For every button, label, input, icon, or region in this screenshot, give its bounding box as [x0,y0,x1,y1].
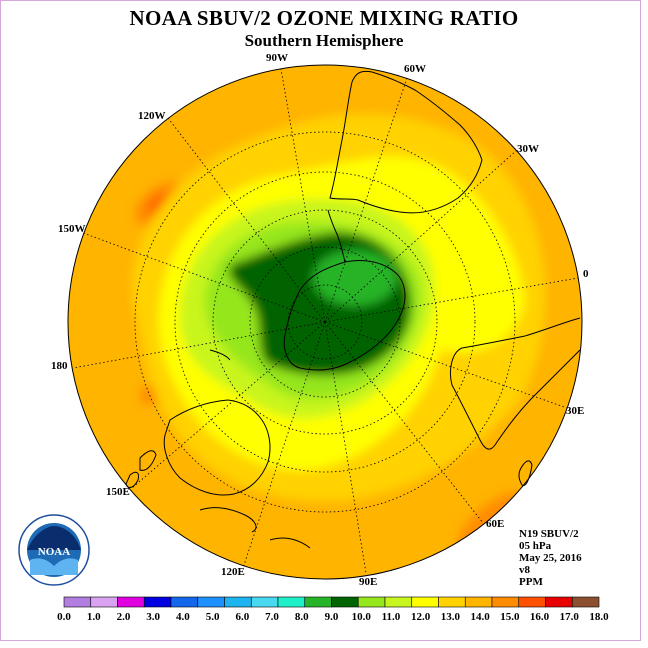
colorbar-swatch [357,596,386,608]
colorbar-tick-label: 5.0 [206,611,220,623]
noaa-logo: NOAA [18,514,90,586]
lon-label-30w: 30W [517,143,539,155]
lon-label-90e: 90E [359,576,378,588]
satellite-label: N19 SBUV/2 [519,528,579,540]
colorbar-swatch [411,596,439,608]
colorbar-swatch [63,596,92,608]
colorbar-tick-label: 17.0 [560,611,580,623]
map-title: NOAA SBUV/2 OZONE MIXING RATIO [129,6,519,30]
map-boundary [67,64,583,580]
lon-label-120w: 120W [138,110,166,122]
lon-label-60e: 60E [486,518,505,530]
lon-label-150e: 150E [106,486,130,498]
colorbar-swatch [384,596,413,608]
colorbar-tick-label: 3.0 [146,611,160,623]
colorbar-tick-label: 8.0 [295,611,309,623]
colorbar-swatch [143,596,172,608]
colorbar-tick-label: 15.0 [500,611,520,623]
lon-label-60w: 60W [404,63,426,75]
colorbar-swatch [464,596,493,608]
figure-frame [0,0,641,641]
colorbar-swatch [224,596,252,608]
colorbar-swatch [304,596,332,608]
colorbar-swatch [197,596,225,608]
colorbar-tick-label: 2.0 [117,611,131,623]
noaa-logo-text: NOAA [38,546,70,558]
colorbar-tick-label: 0.0 [57,611,71,623]
colorbar-swatch [170,596,199,608]
units-label: PPM [519,576,543,588]
colorbar-tick-label: 14.0 [470,611,490,623]
colorbar-tick-label: 6.0 [235,611,249,623]
lon-label-180: 180 [51,360,68,372]
colorbar-swatch [277,596,306,608]
colorbar-tick-label: 16.0 [530,611,550,623]
colorbar-swatch [571,596,600,608]
pressure-level-label: 05 hPa [519,540,552,552]
colorbar-tick-label: 13.0 [441,611,461,623]
colorbar-tick-label: 18.0 [589,611,609,623]
colorbar-swatch [518,596,546,608]
colorbar-tick-label: 9.0 [325,611,339,623]
colorbar: 0.0 1.0 2.0 3.0 4.0 5.0 6.0 7.0 8.0 9.0 10.0 11.0 12… [57,596,609,623]
meridians [72,68,579,574]
colorbar-tick-label: 11.0 [382,611,401,623]
lon-label-120e: 120E [221,566,245,578]
colorbar-tick-label: 1.0 [87,611,101,623]
latitude-circles [134,131,516,513]
colorbar-swatch [545,596,573,608]
colorbar-tick-label: 7.0 [265,611,279,623]
colorbar-swatch [331,596,359,608]
version-label: v8 [519,564,530,576]
colorbar-swatch [491,596,520,608]
colorbar-swatch [90,596,118,608]
lon-label-150w: 150W [58,223,86,235]
colorbar-swatch [117,596,145,608]
colorbar-tick-label: 10.0 [352,611,372,623]
date-label: May 25, 2016 [519,552,582,564]
colorbar-tick-label: 4.0 [176,611,190,623]
lon-label-0: 0 [583,268,589,280]
colorbar-swatch [438,596,466,608]
map-subtitle: Southern Hemisphere [244,31,404,50]
lon-label-90w: 90W [266,52,288,64]
colorbar-tick-label: 12.0 [411,611,431,623]
colorbar-swatch [250,596,279,608]
lon-label-30e: 30E [566,405,585,417]
coastlines [125,70,581,549]
